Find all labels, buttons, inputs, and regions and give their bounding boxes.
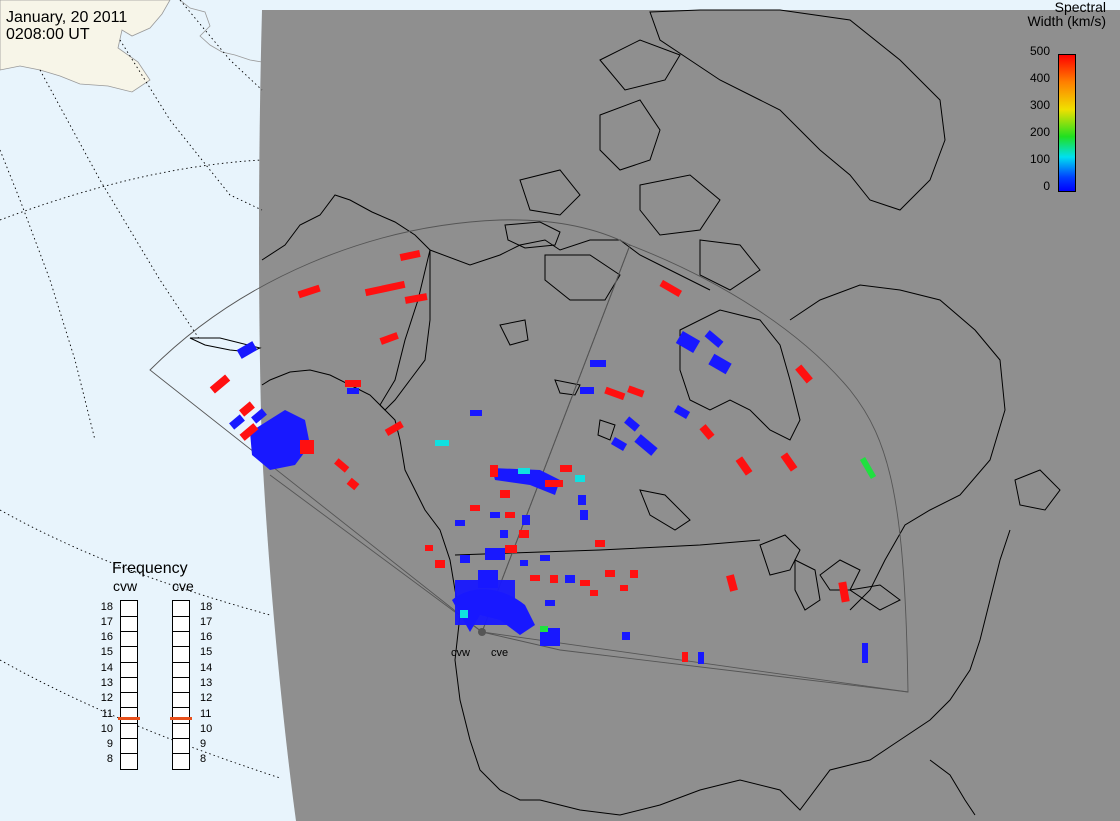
frequency-gridline [121, 753, 137, 755]
frequency-radar-cvw: cvw [113, 578, 138, 594]
colorbar-tick: 400 [1029, 71, 1050, 85]
coastlines [189, 9, 1061, 816]
map-time: 0208:00 UT [6, 26, 90, 43]
frequency-tick-label: 17 [100, 615, 113, 628]
radar-fov-outlines [149, 219, 909, 693]
dayside-landmass [0, 0, 171, 93]
frequency-tick-label: 16 [100, 631, 113, 644]
map-date: January, 20 2011 [6, 9, 128, 26]
frequency-tick-label: 9 [106, 738, 113, 751]
frequency-radar-cve: cve [172, 578, 194, 594]
frequency-tick-label: 14 [100, 661, 113, 674]
frequency-gridline [173, 615, 189, 617]
frequency-gridline [173, 631, 189, 633]
frequency-gridline [121, 631, 137, 633]
frequency-tick-label: 18 [100, 600, 113, 613]
frequency-gridline [121, 692, 137, 694]
frequency-gridline [121, 722, 137, 724]
frequency-gridline [173, 707, 189, 709]
frequency-tick-label: 15 [200, 646, 213, 659]
frequency-tick-label: 14 [200, 661, 213, 674]
radar-scatter-cells [209, 249, 877, 664]
frequency-tick-label: 13 [200, 677, 213, 689]
frequency-tick-label: 11 [200, 707, 212, 720]
frequency-tick-label: 17 [200, 615, 213, 628]
frequency-tick-label: 8 [106, 753, 113, 766]
frequency-tick-label: 18 [200, 600, 213, 613]
frequency-tick-label: 13 [100, 677, 113, 689]
frequency-indicator [170, 717, 192, 721]
frequency-gridline [121, 615, 137, 617]
colorbar-tick: 100 [1029, 152, 1050, 166]
frequency-gridline [173, 676, 189, 678]
frequency-gridline [121, 707, 137, 709]
frequency-tick-label: 9 [200, 738, 207, 751]
colorbar-tick: 300 [1029, 98, 1050, 112]
frequency-tick-label: 12 [100, 692, 113, 705]
frequency-tick-label: 15 [100, 646, 113, 659]
frequency-gridline [173, 661, 189, 663]
frequency-gridline [121, 676, 137, 678]
frequency-tick-label: 16 [200, 631, 213, 644]
colorbar-title-line1: Spectral [1054, 0, 1106, 15]
frequency-tick-label: 12 [200, 692, 213, 705]
frequency-gridline [121, 737, 137, 739]
radar-label-cvw: cvw [451, 647, 470, 659]
colorbar-tick: 500 [1029, 44, 1050, 58]
frequency-gridline [173, 646, 189, 648]
colorbar-title-line2: Width (km/s) [1027, 13, 1106, 29]
frequency-gridline [173, 722, 189, 724]
frequency-gridline [173, 753, 189, 755]
colorbar-tick: 200 [1029, 125, 1050, 139]
frequency-title: Frequency [112, 560, 188, 577]
radar-site-marker [478, 628, 486, 636]
night-region [259, 10, 1120, 821]
frequency-gridline [121, 661, 137, 663]
radar-label-cve: cve [491, 647, 509, 659]
colorbar [1058, 54, 1076, 192]
frequency-gridline [173, 737, 189, 739]
lat-lon-grid [0, 0, 281, 779]
frequency-tick-label: 11 [101, 707, 113, 720]
frequency-gridline [173, 692, 189, 694]
frequency-tick-label: 10 [100, 722, 113, 735]
colorbar-tick: 0 [1043, 179, 1050, 193]
dayside-coast [179, 0, 263, 63]
frequency-scale-cve [170, 600, 192, 770]
frequency-tick-label: 10 [200, 722, 213, 735]
frequency-gridline [121, 646, 137, 648]
frequency-indicator [118, 717, 140, 721]
frequency-scale-cvw [118, 600, 140, 770]
frequency-tick-label: 8 [200, 753, 207, 766]
